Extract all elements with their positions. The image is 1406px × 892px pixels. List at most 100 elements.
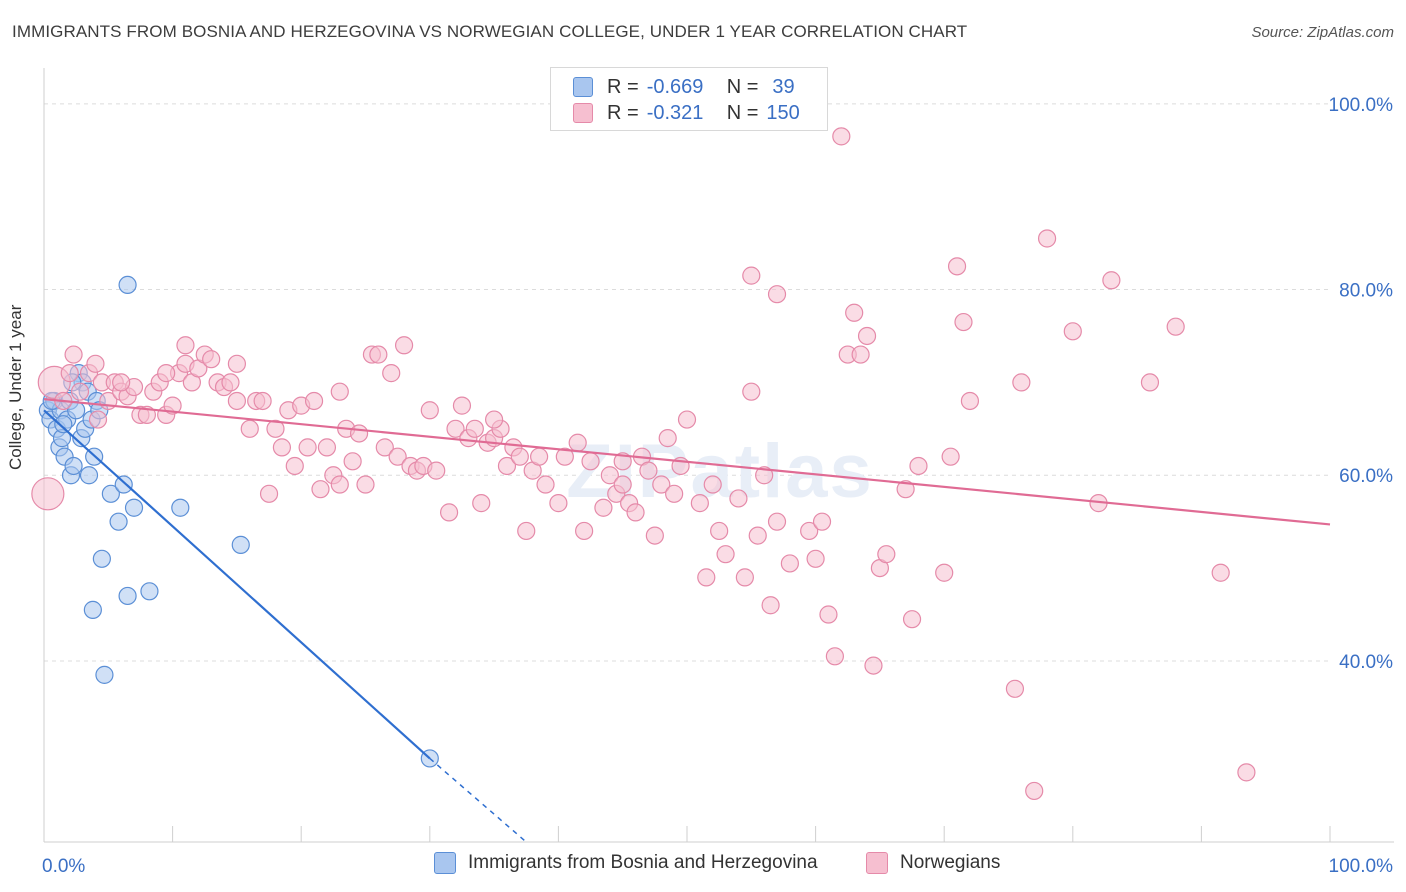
- data-point-norwegians: [1237, 763, 1256, 782]
- data-point-norwegians: [64, 345, 83, 364]
- data-point-norwegians: [960, 391, 980, 411]
- data-point-norwegians: [697, 568, 716, 587]
- data-point-norwegians: [767, 285, 787, 304]
- data-point-norwegians: [202, 350, 221, 369]
- data-point-bosnia: [124, 498, 144, 517]
- data-point-norwegians: [800, 521, 819, 541]
- data-point-norwegians: [517, 521, 536, 541]
- legend-n-label: N =: [726, 101, 759, 124]
- data-point-norwegians: [851, 345, 870, 364]
- data-point-norwegians: [382, 364, 401, 383]
- data-point-bosnia: [79, 466, 99, 485]
- data-point-norwegians: [896, 480, 915, 499]
- data-point-norwegians: [735, 568, 754, 587]
- data-point-norwegians: [549, 494, 568, 513]
- data-point-norwegians: [652, 475, 671, 494]
- data-point-norwegians: [60, 364, 79, 383]
- data-point-norwegians: [755, 466, 774, 485]
- data-point-norwegians: [317, 438, 337, 457]
- data-point-bosnia: [92, 549, 111, 568]
- data-point-norwegians: [806, 549, 825, 568]
- source-label: Source: ZipAtlas.com: [1251, 24, 1394, 41]
- data-point-norwegians: [536, 475, 555, 494]
- data-point-norwegians: [465, 419, 484, 438]
- data-point-norwegians: [1102, 271, 1121, 290]
- data-point-bosnia: [114, 475, 133, 494]
- data-point-norwegians: [947, 257, 967, 276]
- data-point-norwegians: [330, 475, 349, 494]
- data-point-norwegians: [157, 364, 176, 383]
- data-point-norwegians: [780, 554, 799, 573]
- chart-title: IMMIGRANTS FROM BOSNIA AND HERZEGOVINA V…: [12, 22, 968, 41]
- data-point-norwegians: [1012, 373, 1031, 392]
- data-point-norwegians: [1037, 229, 1057, 248]
- data-point-norwegians: [452, 396, 472, 415]
- data-point-norwegians: [594, 498, 613, 517]
- data-point-norwegians: [227, 354, 246, 373]
- data-point-norwegians: [176, 336, 195, 355]
- data-point-norwegians: [446, 419, 465, 438]
- data-point-norwegians: [86, 354, 105, 373]
- x-tick-label: 100.0%: [1329, 856, 1394, 877]
- data-point-norwegians: [716, 545, 735, 564]
- data-point-norwegians: [1025, 781, 1044, 801]
- data-point-norwegians: [690, 494, 709, 513]
- series-swatch-bosnia: [434, 852, 456, 874]
- data-point-norwegians: [88, 410, 108, 429]
- legend-row-bosnia: R = -0.669 N = 39: [573, 74, 795, 100]
- data-point-bosnia: [231, 535, 250, 554]
- data-point-norwegians: [439, 503, 459, 522]
- data-point-norwegians: [954, 312, 973, 332]
- data-point-norwegians: [427, 461, 446, 480]
- legend-n-value: 39: [772, 75, 795, 98]
- trend-line-bosnia: [43, 409, 431, 760]
- data-point-norwegians: [304, 391, 324, 411]
- correlation-legend: R = -0.669 N = 39 R = -0.321 N = 150: [550, 67, 828, 131]
- data-point-norwegians: [266, 419, 285, 438]
- data-point-norwegians: [221, 373, 240, 392]
- data-point-norwegians: [761, 596, 780, 615]
- data-point-norwegians: [857, 326, 877, 346]
- legend-swatch-norwegians: [573, 103, 593, 123]
- legend-r-value: -0.669: [646, 75, 704, 98]
- data-point-norwegians: [941, 447, 960, 466]
- data-point-norwegians: [356, 475, 375, 494]
- data-point-norwegians: [902, 610, 922, 629]
- y-tick-label: 100.0%: [1329, 95, 1394, 116]
- legend-r-label: R =: [607, 75, 639, 98]
- data-point-norwegians: [710, 521, 729, 541]
- data-point-norwegians: [1140, 373, 1160, 392]
- data-point-bosnia: [109, 512, 128, 531]
- data-point-bosnia: [140, 582, 159, 601]
- data-point-norwegians: [845, 303, 864, 322]
- data-point-bosnia: [83, 600, 102, 619]
- data-point-norwegians: [349, 424, 369, 443]
- y-tick-label: 60.0%: [1339, 466, 1393, 487]
- data-point-norwegians: [935, 563, 954, 582]
- data-point-norwegians: [530, 447, 549, 466]
- data-point-bosnia: [64, 456, 83, 476]
- data-point-norwegians: [485, 410, 504, 429]
- legend-swatch-bosnia: [573, 77, 593, 97]
- data-point-norwegians: [639, 461, 658, 480]
- data-point-norwegians: [555, 447, 574, 466]
- data-point-norwegians: [163, 396, 182, 415]
- data-point-norwegians: [832, 127, 851, 146]
- series-legend-bosnia: Immigrants from Bosnia and Herzegovina: [434, 852, 818, 874]
- data-point-bosnia: [171, 498, 190, 517]
- data-point-norwegians: [272, 438, 292, 457]
- data-point-norwegians: [600, 466, 619, 485]
- data-point-norwegians: [31, 477, 65, 511]
- data-point-norwegians: [568, 433, 587, 452]
- data-point-norwegians: [298, 438, 317, 457]
- data-point-norwegians: [285, 456, 304, 476]
- trend-line-norwegians: [43, 398, 1331, 526]
- data-point-norwegians: [665, 484, 684, 503]
- trend-line-bosnia-extension: [429, 757, 527, 843]
- data-point-norwegians: [819, 605, 838, 624]
- data-point-norwegians: [240, 419, 259, 438]
- data-point-norwegians: [626, 503, 645, 522]
- data-point-norwegians: [375, 438, 394, 457]
- data-point-norwegians: [742, 266, 761, 285]
- data-point-norwegians: [259, 484, 279, 503]
